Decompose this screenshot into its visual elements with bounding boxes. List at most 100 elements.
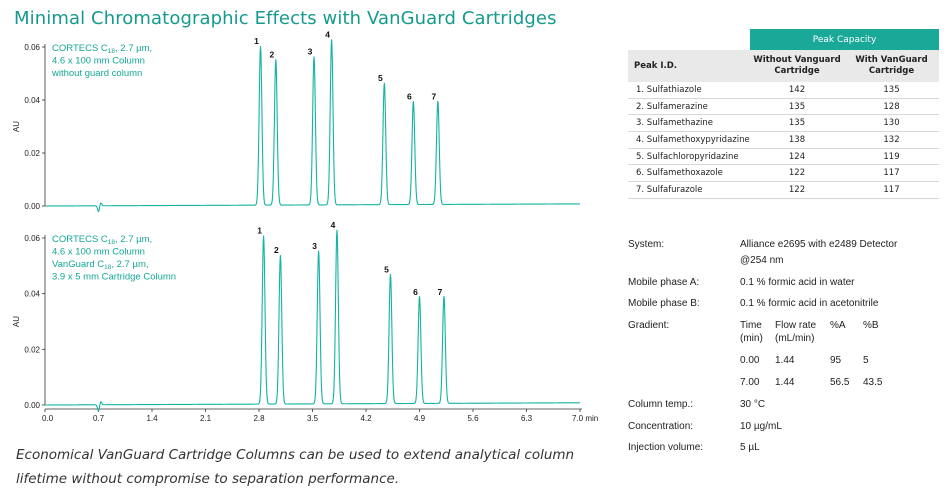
peak-id-cell: 6. Sulfamethoxazole (628, 164, 750, 183)
peak-capacity-table: Peak Capacity Peak I.D. Without Vanguard… (628, 29, 939, 199)
peak-id-cell: 2. Sulfamerazine (628, 98, 750, 116)
chromatogram-panel-2: 0.00 0.02 0.04 0.06 AU 0.0 0.7 1.4 2.1 2.8 3.5 4.2 4… (12, 220, 598, 423)
without-guard-cell: 122 (750, 164, 844, 183)
injection-volume-value: 5 µL (740, 442, 760, 453)
table-row: 3. Sulfamethazine 135 130 (628, 114, 939, 133)
column-annotation-line: 4.6 x 100 mm Column (52, 247, 145, 258)
col-header-with-guard: With VanGuard Cartridge (844, 50, 939, 82)
peak-capacity-header: Peak Capacity (750, 29, 939, 50)
table-blank-cell (628, 29, 750, 50)
with-guard-cell: 132 (844, 131, 939, 149)
chromatogram-trace (45, 229, 580, 412)
peak-label-5: 5 (378, 73, 383, 83)
x-tick-label: 0.7 (93, 414, 105, 423)
table-row: 7. Sulfafurazole 122 117 (628, 181, 939, 199)
chromatogram-trace (45, 39, 580, 213)
peak-label-7: 7 (431, 92, 436, 102)
caption-line-2: lifetime without compromise to separatio… (16, 471, 400, 487)
peak-label-1: 1 (254, 36, 259, 46)
table-row: 2. Sulfamerazine 135 128 (628, 98, 939, 116)
gradient-row-2-flow: 1.44 (775, 377, 795, 388)
without-guard-cell: 124 (750, 148, 844, 166)
chromatogram-panel-1: 0.00 0.02 0.04 0.06 AU 12 3 4 5 6 7 CORTECS C18, 2.… (12, 29, 580, 213)
with-guard-cell: 128 (844, 98, 939, 116)
mobile-phase-b-value: 0.1 % formic acid in acetonitrile (740, 298, 879, 309)
peak-id-cell: 1. Sulfathiazole (628, 82, 750, 99)
x-tick-label: 6.3 (521, 414, 533, 423)
peak-id-cell: 3. Sulfamethazine (628, 114, 750, 133)
system-value: Alliance e2695 with e2489 Detector (740, 239, 898, 250)
peak-label-3: 3 (312, 241, 317, 251)
column-temp-value: 30 °C (740, 399, 766, 410)
x-tick-label: 2.1 (200, 414, 212, 423)
gradient-row-2-pct-a: 56.5 (830, 377, 850, 388)
without-guard-cell: 135 (750, 98, 844, 116)
without-guard-cell: 135 (750, 114, 844, 133)
column-annotation-line: CORTECS C18, 2.7 µm, (52, 43, 152, 55)
gradient-row-2-pct-b: 43.5 (863, 377, 883, 388)
peak-label-4: 4 (331, 220, 336, 230)
peak-label-7: 7 (438, 287, 443, 297)
with-guard-cell: 130 (844, 114, 939, 133)
peak-id-cell: 7. Sulfafurazole (628, 181, 750, 199)
y-tick-label: 0.02 (24, 345, 40, 354)
x-tick-label: 4.2 (360, 414, 372, 423)
y-tick-label: 0.04 (24, 96, 40, 105)
injection-volume-label: Injection volume: (628, 442, 704, 453)
gradient-header-pct-a: %A (830, 320, 846, 331)
system-detector-wavelength: @254 nm (740, 255, 784, 266)
x-tick-label: 7.0 min (572, 414, 598, 423)
caption-line-1: Economical VanGuard Cartridge Columns ca… (16, 447, 575, 463)
peak-id-cell: 5. Sulfachloropyridazine (628, 148, 750, 166)
with-guard-cell: 119 (844, 148, 939, 166)
x-tick-label: 3.5 (307, 414, 319, 423)
without-guard-cell: 138 (750, 131, 844, 149)
without-guard-cell: 122 (750, 181, 844, 199)
peak-id-cell: 4. Sulfamethoxypyridazine (628, 131, 750, 149)
gradient-header-time: Time (740, 320, 762, 331)
column-annotation-line: 4.6 x 100 mm Column (52, 56, 145, 67)
mobile-phase-b-label: Mobile phase B: (628, 298, 700, 309)
y-tick-label: 0.06 (24, 43, 40, 52)
column-temp-label: Column temp.: (628, 399, 694, 410)
table-row: 4. Sulfamethoxypyridazine 138 132 (628, 131, 939, 149)
peak-label-6: 6 (413, 287, 418, 297)
column-annotation-line: without guard column (51, 68, 142, 79)
column-annotation-line: CORTECS C18, 2.7 µm, (52, 234, 152, 246)
gradient-header-flow: Flow rate (775, 320, 817, 331)
mobile-phase-a-label: Mobile phase A: (628, 277, 700, 288)
gradient-row-1-time: 0.00 (740, 355, 760, 366)
y-axis-label: AU (12, 121, 21, 132)
table-row: 5. Sulfachloropyridazine 124 119 (628, 148, 939, 166)
system-label: System: (628, 239, 665, 250)
peak-label-2: 2 (269, 49, 274, 59)
peak-label-1: 1 (257, 226, 262, 236)
without-guard-cell: 142 (750, 82, 844, 99)
peak-label-6: 6 (407, 92, 412, 102)
y-tick-label: 0.00 (24, 202, 40, 211)
x-tick-label: 1.4 (146, 414, 158, 423)
y-tick-label: 0.02 (24, 149, 40, 158)
table-row: 1. Sulfathiazole 142 135 (628, 82, 939, 99)
y-tick-label: 0.00 (24, 401, 40, 410)
gradient-row-1-flow: 1.44 (775, 355, 795, 366)
figure-caption: Economical VanGuard Cartridge Columns ca… (16, 443, 596, 491)
y-axis-label: AU (12, 316, 21, 327)
col-header-without-guard: Without Vanguard Cartridge (750, 50, 844, 82)
concentration-value: 10 µg/mL (740, 421, 782, 432)
column-annotation-line: VanGuard C18, 2.7 µm, (52, 259, 149, 271)
with-guard-cell: 135 (844, 82, 939, 99)
x-tick-label: 0.0 (42, 414, 54, 423)
peak-label-4: 4 (325, 29, 330, 39)
mobile-phase-a-value: 0.1 % formic acid in water (740, 277, 855, 288)
x-tick-label: 2.8 (253, 414, 265, 423)
x-tick-label: 5.6 (467, 414, 479, 423)
column-annotation-line: 3.9 x 5 mm Cartridge Column (52, 272, 176, 283)
with-guard-cell: 117 (844, 164, 939, 183)
gradient-label: Gradient: (628, 320, 670, 331)
peak-label-2: 2 (274, 245, 279, 255)
with-guard-cell: 117 (844, 181, 939, 199)
y-tick-label: 0.06 (24, 234, 40, 243)
peak-label-3: 3 (308, 47, 313, 57)
